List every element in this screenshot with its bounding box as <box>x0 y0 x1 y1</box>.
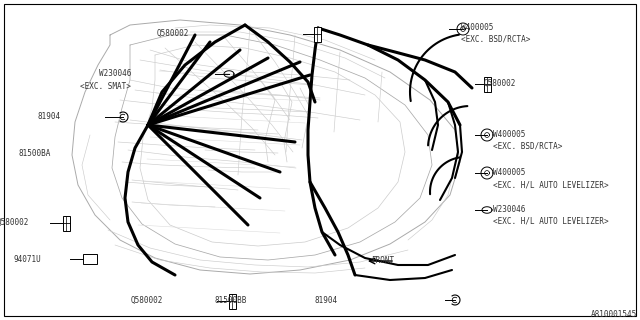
Text: A810001545: A810001545 <box>591 310 637 319</box>
Bar <box>63 215 70 230</box>
Text: W230046: W230046 <box>99 69 131 78</box>
Text: <EXC. SMAT>: <EXC. SMAT> <box>81 82 131 91</box>
Text: W400005: W400005 <box>461 23 493 32</box>
Bar <box>483 76 490 92</box>
Bar <box>228 293 236 308</box>
Text: W400005: W400005 <box>493 130 525 139</box>
Text: FRONT: FRONT <box>371 256 394 265</box>
Bar <box>314 27 321 42</box>
Text: 81500BA: 81500BA <box>19 149 51 158</box>
Text: W230046: W230046 <box>493 205 525 214</box>
Text: 81904: 81904 <box>38 112 61 121</box>
Text: <EXC. H/L AUTO LEVELIZER>: <EXC. H/L AUTO LEVELIZER> <box>493 217 609 226</box>
Text: <EXC. H/L AUTO LEVELIZER>: <EXC. H/L AUTO LEVELIZER> <box>493 180 609 189</box>
Text: Q580002: Q580002 <box>0 218 29 227</box>
Text: <EXC. BSD/RCTA>: <EXC. BSD/RCTA> <box>493 142 562 151</box>
Text: 94071U: 94071U <box>14 255 42 264</box>
Text: W400005: W400005 <box>493 168 525 177</box>
Bar <box>83 254 97 264</box>
Text: 81904: 81904 <box>315 296 338 305</box>
Text: Q580002: Q580002 <box>131 296 163 305</box>
Text: <EXC. BSD/RCTA>: <EXC. BSD/RCTA> <box>461 35 530 44</box>
Text: Q580002: Q580002 <box>483 79 516 88</box>
Text: Q580002: Q580002 <box>156 29 189 38</box>
Text: 81500BB: 81500BB <box>214 296 246 305</box>
